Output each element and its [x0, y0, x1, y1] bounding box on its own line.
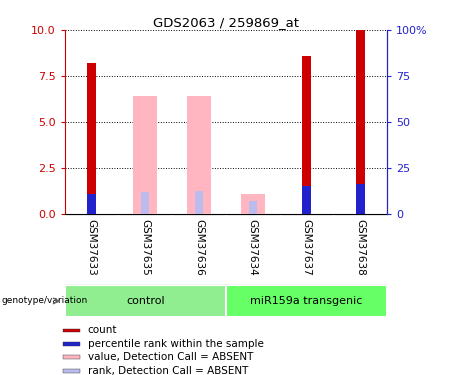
- Text: GSM37638: GSM37638: [355, 219, 366, 276]
- Bar: [355, 30, 365, 214]
- Text: GSM37637: GSM37637: [301, 219, 312, 276]
- Bar: [195, 191, 203, 214]
- Bar: [226, 285, 387, 317]
- Bar: [241, 194, 265, 214]
- Bar: [87, 63, 96, 214]
- Text: GSM37633: GSM37633: [86, 219, 96, 276]
- Text: miR159a transgenic: miR159a transgenic: [250, 296, 363, 306]
- Bar: [64, 355, 80, 359]
- Text: percentile rank within the sample: percentile rank within the sample: [88, 339, 264, 349]
- Title: GDS2063 / 259869_at: GDS2063 / 259869_at: [153, 16, 299, 29]
- Text: control: control: [126, 296, 165, 306]
- Bar: [64, 342, 80, 346]
- Bar: [64, 328, 80, 332]
- Text: GSM37636: GSM37636: [194, 219, 204, 276]
- Text: value, Detection Call = ABSENT: value, Detection Call = ABSENT: [88, 352, 253, 362]
- Text: rank, Detection Call = ABSENT: rank, Detection Call = ABSENT: [88, 366, 248, 375]
- Bar: [187, 96, 211, 214]
- Bar: [87, 194, 96, 214]
- Bar: [249, 201, 257, 214]
- Bar: [142, 192, 149, 214]
- Text: GSM37635: GSM37635: [140, 219, 150, 276]
- Bar: [301, 56, 311, 214]
- Text: genotype/variation: genotype/variation: [1, 296, 88, 305]
- Text: GSM37634: GSM37634: [248, 219, 258, 276]
- Bar: [355, 184, 365, 214]
- Bar: [301, 186, 311, 214]
- Bar: [133, 96, 157, 214]
- Bar: [64, 369, 80, 372]
- Bar: [65, 285, 226, 317]
- Text: count: count: [88, 326, 117, 335]
